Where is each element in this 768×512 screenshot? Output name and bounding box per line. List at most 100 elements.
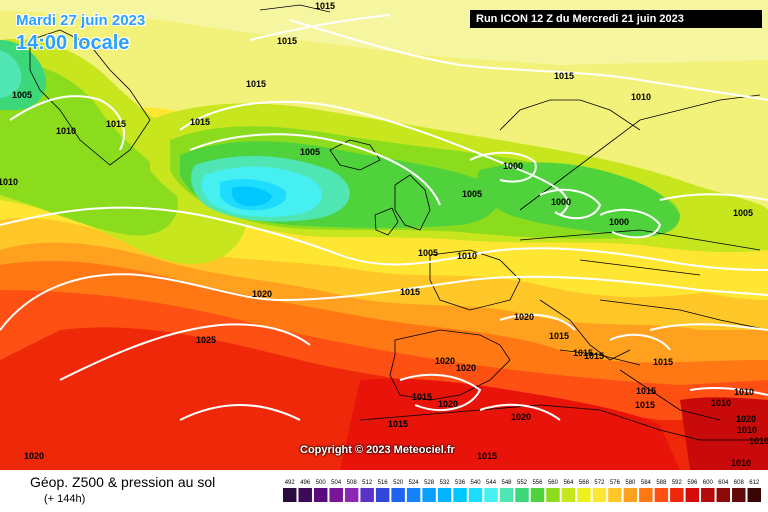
scale-swatch bbox=[515, 488, 529, 502]
scale-label: 496 bbox=[300, 480, 311, 486]
scale-label: 536 bbox=[455, 480, 466, 486]
isobar-label: 1020 bbox=[456, 363, 476, 373]
scale-swatch bbox=[732, 488, 746, 502]
isobar-label: 1010 bbox=[731, 458, 751, 468]
isobar-label: 1020 bbox=[438, 399, 458, 409]
isobar-label: 1010 bbox=[734, 387, 754, 397]
scale-label: 612 bbox=[749, 480, 760, 486]
scale-label: 560 bbox=[548, 480, 559, 486]
scale-label: 556 bbox=[532, 480, 543, 486]
isobar-label: 1015 bbox=[653, 357, 673, 367]
isobar-label: 1020 bbox=[435, 356, 455, 366]
isobar-label: 1015 bbox=[635, 400, 655, 410]
scale-label: 528 bbox=[424, 480, 435, 486]
isobar-label: 1015 bbox=[549, 331, 569, 341]
color-scale: 492 496 500 504 508 512 516 520 524 528 532 536 540 5… bbox=[283, 480, 761, 502]
scale-swatch bbox=[546, 488, 560, 502]
scale-label: 520 bbox=[393, 480, 404, 486]
scale-swatch bbox=[360, 488, 374, 502]
scale-swatch bbox=[437, 488, 452, 502]
scale-swatch bbox=[499, 488, 514, 502]
isobar-label: 1015 bbox=[554, 71, 574, 81]
scale-swatch bbox=[577, 488, 591, 502]
isobar-label: 1015 bbox=[573, 348, 593, 358]
scale-swatch bbox=[375, 488, 390, 502]
forecast-range: (+ 144h) bbox=[44, 493, 86, 505]
scale-swatch bbox=[283, 488, 297, 502]
isobars bbox=[0, 14, 768, 421]
scale-label: 508 bbox=[347, 480, 358, 486]
isobar-label: 1015 bbox=[277, 36, 297, 46]
isobar-label: 1020 bbox=[736, 414, 756, 424]
isobar-label: 1010 bbox=[711, 398, 731, 408]
copyright-notice: Copyright © 2023 Meteociel.fr bbox=[300, 444, 455, 456]
scale-label: 608 bbox=[734, 480, 745, 486]
scale-label: 552 bbox=[517, 480, 528, 486]
scale-swatch bbox=[453, 488, 467, 502]
scale-swatch bbox=[422, 488, 436, 502]
model-run-label: Run ICON 12 Z du Mercredi 21 juin 2023 bbox=[470, 10, 762, 28]
scale-label: 532 bbox=[440, 480, 451, 486]
isobar-labels: 1015101510151015100510101015101010051010… bbox=[0, 1, 768, 468]
isobar-label: 1005 bbox=[418, 248, 438, 258]
isobar-label: 1020 bbox=[252, 289, 272, 299]
scale-label: 580 bbox=[625, 480, 636, 486]
map-title: Géop. Z500 & pression au sol bbox=[30, 474, 216, 490]
scale-label: 500 bbox=[316, 480, 327, 486]
isobar-label: 1015 bbox=[315, 1, 335, 11]
isobar-label: 1010 bbox=[631, 92, 651, 102]
isobar-label: 1015 bbox=[584, 351, 604, 361]
isobar-label: 1000 bbox=[609, 217, 629, 227]
forecast-time: 14:00 locale bbox=[16, 32, 130, 54]
isobar-label: 1010 bbox=[749, 436, 768, 446]
scale-swatch bbox=[329, 488, 343, 502]
isobar-label: 1005 bbox=[12, 90, 32, 100]
isobar-label: 1020 bbox=[24, 451, 44, 461]
scale-swatch bbox=[313, 488, 328, 502]
isobar-label: 1015 bbox=[388, 419, 408, 429]
isobar-label: 1015 bbox=[246, 79, 266, 89]
scale-label: 504 bbox=[331, 480, 342, 486]
scale-swatch bbox=[561, 488, 576, 502]
scale-swatch bbox=[391, 488, 405, 502]
isobar-label: 1005 bbox=[733, 208, 753, 218]
isobar-label: 1015 bbox=[400, 287, 420, 297]
scale-swatch bbox=[592, 488, 607, 502]
isobar-label: 1010 bbox=[0, 177, 18, 187]
scale-label: 588 bbox=[656, 480, 667, 486]
scale-label: 592 bbox=[672, 480, 683, 486]
scale-swatch bbox=[654, 488, 669, 502]
scale-swatch bbox=[670, 488, 684, 502]
geopotential-field bbox=[0, 0, 768, 470]
scale-label: 492 bbox=[285, 480, 296, 486]
scale-label: 564 bbox=[563, 480, 574, 486]
scale-label: 544 bbox=[486, 480, 497, 486]
isobar-label: 1005 bbox=[462, 189, 482, 199]
isobar-label: 1015 bbox=[636, 386, 656, 396]
isobar-label: 1015 bbox=[477, 451, 497, 461]
scale-swatch bbox=[639, 488, 653, 502]
isobar-label: 1025 bbox=[196, 335, 216, 345]
scale-swatch bbox=[608, 488, 622, 502]
scale-label: 576 bbox=[610, 480, 621, 486]
scale-label: 548 bbox=[502, 480, 513, 486]
scale-swatch bbox=[530, 488, 545, 502]
isobar-label: 1020 bbox=[511, 412, 531, 422]
scale-label: 604 bbox=[718, 480, 729, 486]
isobar-label: 1000 bbox=[551, 197, 571, 207]
isobar-label: 1015 bbox=[106, 119, 126, 129]
weather-map: 1015101510151015100510101015101010051010… bbox=[0, 0, 768, 470]
scale-swatch bbox=[701, 488, 715, 502]
forecast-date: Mardi 27 juin 2023 bbox=[16, 12, 146, 29]
scale-label: 596 bbox=[687, 480, 698, 486]
scale-label: 584 bbox=[641, 480, 652, 486]
scale-label: 572 bbox=[594, 480, 605, 486]
isobar-label: 1010 bbox=[56, 126, 76, 136]
scale-swatch bbox=[484, 488, 498, 502]
scale-swatch bbox=[716, 488, 731, 502]
isobar-label: 1020 bbox=[514, 312, 534, 322]
isobar-label: 1015 bbox=[412, 392, 432, 402]
scale-swatch bbox=[623, 488, 638, 502]
scale-label: 540 bbox=[471, 480, 482, 486]
scale-label: 512 bbox=[362, 480, 373, 486]
